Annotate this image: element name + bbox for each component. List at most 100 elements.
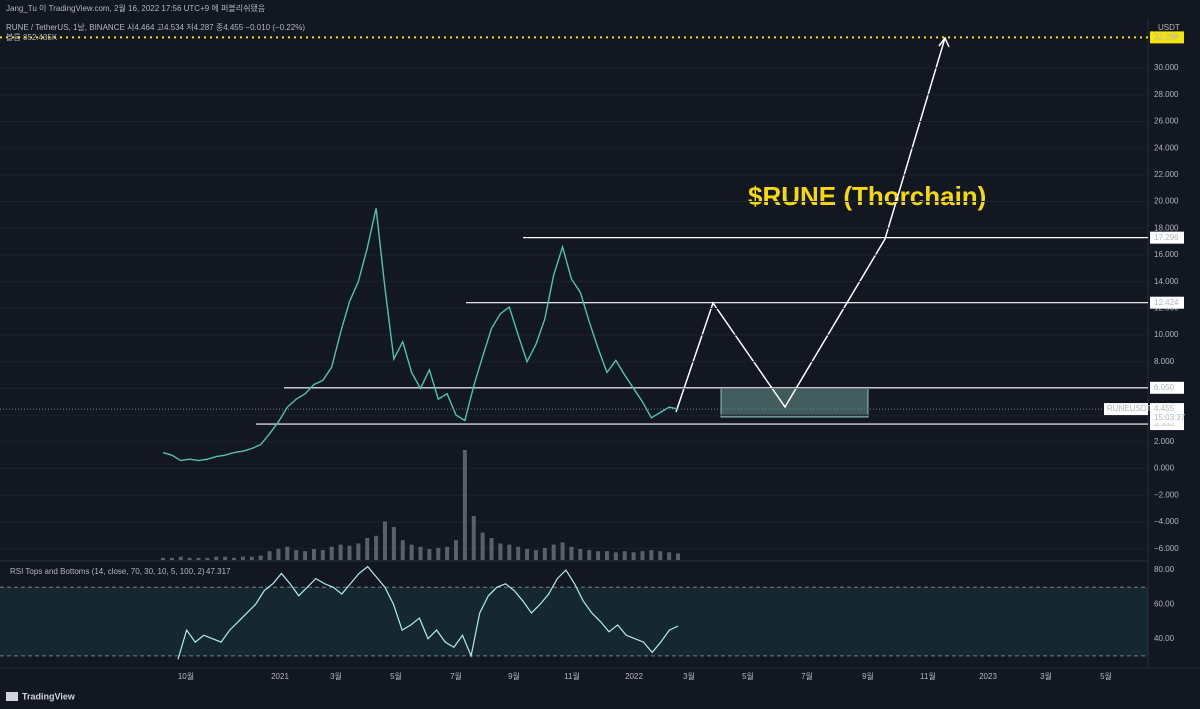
volume-bar [613,552,618,560]
header: Jang_Tu 이 TradingView.com, 2월 16, 2022 1… [6,3,265,13]
volume-bar [542,547,547,560]
x-tick-label: 3월 [1040,671,1052,681]
y-tick-label: 20.000 [1154,197,1179,206]
volume-bar [187,557,192,560]
rsi-tick-label: 80.00 [1154,565,1175,574]
y-tick-label: 30.000 [1154,63,1179,72]
volume-bar [356,543,361,560]
price-tag [1150,403,1184,424]
x-tick-label: 7월 [801,671,813,681]
y-tick-label: 0.000 [1154,464,1175,473]
volume-bar [640,551,645,560]
level-label: 6.050 [1154,383,1175,392]
volume-bar [400,540,405,560]
symbol-tag [1104,403,1148,416]
level-tag [1150,381,1184,394]
y-tick-label: 14.000 [1154,277,1179,286]
volume-bar [676,553,680,560]
rsi-band [0,587,1148,656]
volume-bar [569,546,574,560]
projection-path [675,37,946,413]
volume-bar [587,550,592,560]
symbol-label: RUNEUSDT [1107,404,1152,413]
volume-bar [249,556,254,560]
x-tick-label: 2021 [271,672,289,681]
level-tag [1150,231,1184,244]
x-tick-label: 5월 [390,671,402,681]
volume-bar [303,551,308,560]
x-tick-label: 7월 [450,671,462,681]
x-tick-label: 9월 [508,671,520,681]
level-tag [1150,296,1184,309]
volume-bar [525,549,530,560]
x-tick-label: 2022 [625,672,643,681]
x-tick-label: 11월 [564,671,580,681]
volume-bar [596,551,601,560]
x-tick-label: 9월 [862,671,874,681]
volume-bar [178,556,183,560]
logo [6,692,18,701]
x-tick-label: 5월 [742,671,754,681]
target-tag [1150,31,1184,44]
x-tick-label: 10월 [178,671,194,681]
volume-bar [196,557,201,560]
volume-bar [578,549,583,560]
volume-bar [658,551,663,560]
rsi-line [177,565,679,660]
volume-bar [436,547,441,560]
volume-bar [480,532,485,560]
y-tick-label: −6.000 [1154,544,1179,553]
y-tick-label: 2.000 [1154,437,1175,446]
volume-bar [454,540,459,560]
volume-bar [409,544,414,560]
volume-bar [382,521,387,560]
level-label: 3.333 [1154,419,1175,428]
volume-bar [498,543,503,560]
volume-bar [240,556,245,560]
volume-bar [329,546,334,560]
target-label: 32.298 [1154,32,1179,41]
x-tick-label: 2023 [979,672,997,681]
volume-bar [365,538,370,560]
price-label: 4.455 [1154,404,1175,413]
level-label: 12.424 [1154,298,1179,307]
volume-bar [285,546,290,560]
volume-bar [516,546,521,560]
volume-bar [418,546,423,560]
legend: RUNE / TetherUS, 1날, BINANCE 시4.464 고4.5… [6,22,305,32]
branding: TradingView [22,691,76,701]
volume-bar [649,550,654,560]
y-tick-label: 18.000 [1154,223,1179,232]
volume-bar [223,556,228,560]
y-tick-label: 24.000 [1154,143,1179,152]
volume-bar [445,546,450,560]
volume-bar [507,544,512,560]
volume-bar [169,557,174,560]
volume-bar [489,538,494,560]
volume-bar [258,555,263,560]
volume-bar [232,557,237,560]
x-tick-label: 3월 [683,671,695,681]
volume-bar [391,527,396,560]
x-tick-label: 3월 [330,671,342,681]
rsi-title: RSI Tops and Bottoms (14, close, 70, 30,… [10,567,205,576]
volume-bar [338,544,343,560]
countdown: 15:03:37 [1154,413,1186,422]
volume-bar [551,544,556,560]
x-tick-label: 11월 [920,671,936,681]
rsi-tick-label: 40.00 [1154,634,1175,643]
volume-bar [161,557,165,560]
volume-bar [667,552,672,560]
y-tick-label: 26.000 [1154,117,1179,126]
y-tick-label: 16.000 [1154,250,1179,259]
volume-bar [311,549,316,560]
y-tick-label: 8.000 [1154,357,1175,366]
price-line [162,208,679,462]
volume-bar [471,516,476,560]
volume-bar [622,551,627,560]
y-tick-label: −4.000 [1154,517,1179,526]
volume-bar [631,552,636,560]
y-tick-label: 22.000 [1154,170,1179,179]
